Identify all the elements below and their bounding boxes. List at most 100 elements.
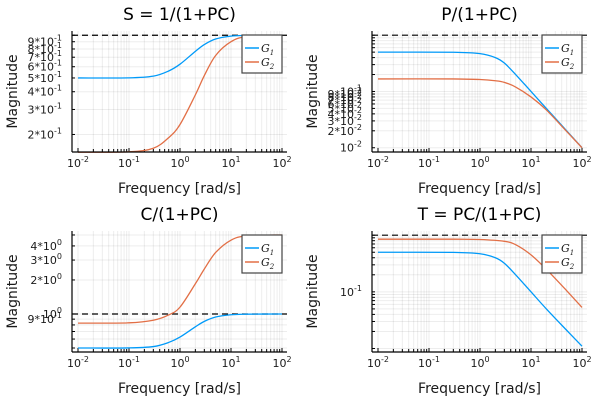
chart-title: S = 1/(1+PC) [123, 5, 236, 25]
y-axis-label: Magnitude [5, 54, 21, 128]
tick-exponent: 0 [57, 252, 62, 261]
chart-title: T = PC/(1+PC) [417, 205, 542, 225]
y-tick-label: 4*100 [30, 238, 62, 253]
y-tick-label: 5*10-1 [28, 70, 62, 85]
y-tick-label: 10-1 [340, 284, 362, 299]
tick-exponent: -2 [354, 100, 362, 109]
x-tick-label: 100 [470, 155, 489, 170]
chart-title: C/(1+PC) [140, 205, 218, 225]
tick-exponent: -1 [132, 155, 140, 164]
tick-exponent: 1 [535, 355, 540, 364]
legend-box [241, 34, 283, 74]
tick-exponent: -1 [54, 70, 62, 79]
tick-exponent: -2 [354, 140, 362, 149]
y-tick-label: 6*10-2 [328, 96, 362, 111]
subplot-S: S = 1/(1+PC)10-2 10-1 100 101 1022*10-13*10-… [5, 5, 292, 197]
tick-exponent: -1 [54, 49, 62, 58]
y-tick-label: 6*10-1 [28, 59, 62, 74]
tick-exponent: -2 [81, 155, 89, 164]
y-tick-label: 2*10-2 [328, 123, 362, 138]
x-tick-label: 100 [170, 155, 189, 170]
tick-exponent: 0 [57, 306, 62, 315]
tick-exponent: 2 [286, 355, 291, 364]
x-tick-label: 10-2 [367, 355, 389, 370]
tick-exponent: 1 [235, 355, 240, 364]
y-tick-label: 7*10-1 [28, 49, 62, 64]
series-line-g2 [77, 34, 283, 153]
x-axis-label: Frequency [rad/s] [418, 381, 541, 397]
tick-exponent: 0 [484, 155, 489, 164]
y-tick-label: 3*10-1 [28, 101, 62, 116]
x-tick-label: 100 [170, 355, 189, 370]
tick-exponent: 2 [586, 155, 591, 164]
x-axis-label: Frequency [rad/s] [418, 181, 541, 197]
tick-exponent: 0 [184, 155, 189, 164]
tick-exponent: -1 [54, 59, 62, 68]
y-tick-label: 8*10-2 [328, 89, 362, 104]
x-tick-label: 101 [521, 155, 540, 170]
legend-subscript: 1 [270, 249, 274, 257]
y-tick-label: 10-2 [340, 140, 362, 155]
legend-subscript: 1 [570, 49, 574, 57]
x-tick-label: 10-1 [118, 155, 140, 170]
x-tick-label: 10-1 [118, 355, 140, 370]
legend-subscript: 1 [570, 249, 574, 257]
x-tick-label: 10-1 [418, 155, 440, 170]
legend-subscript: 2 [269, 263, 275, 271]
y-tick-label: 8*10-1 [28, 41, 62, 56]
x-tick-label: 102 [572, 155, 591, 170]
tick-exponent: -2 [354, 106, 362, 115]
y-axis-label: Magnitude [5, 254, 21, 328]
x-tick-label: 102 [272, 355, 291, 370]
tick-exponent: -1 [354, 284, 362, 293]
legend-box [241, 234, 283, 274]
x-axis-label: Frequency [rad/s] [118, 381, 241, 397]
tick-exponent: 1 [535, 155, 540, 164]
tick-exponent: -2 [354, 86, 362, 95]
tick-exponent: 0 [57, 272, 62, 281]
series-line-g2 [377, 78, 583, 149]
series-line-g2 [77, 234, 283, 324]
tick-exponent: -1 [54, 34, 62, 43]
tick-exponent: 0 [484, 355, 489, 364]
series-line-g1 [377, 251, 583, 347]
legend-subscript: 2 [569, 263, 575, 271]
legend-subscript: 2 [569, 63, 575, 71]
tick-exponent: 2 [286, 155, 291, 164]
x-tick-label: 102 [272, 155, 291, 170]
tick-exponent: -1 [54, 41, 62, 50]
x-tick-label: 10-2 [367, 155, 389, 170]
x-tick-label: 10-2 [67, 355, 89, 370]
x-tick-label: 10-2 [67, 155, 89, 170]
tick-exponent: -1 [54, 101, 62, 110]
tick-exponent: -2 [354, 92, 362, 101]
y-tick-label: 2*100 [30, 272, 62, 287]
y-axis-label: Magnitude [305, 54, 321, 128]
tick-exponent: -2 [354, 89, 362, 98]
subplot-PS: P/(1+PC)10-2 10-1 100 101 10210-22*10-23*10-… [305, 5, 592, 197]
tick-exponent: -2 [354, 123, 362, 132]
y-tick-label: 3*100 [30, 252, 62, 267]
chart-title: P/(1+PC) [441, 5, 517, 25]
subplot-T: T = PC/(1+PC)10-2 10-1 100 101 10210-1Freque… [305, 205, 592, 397]
tick-exponent: 0 [57, 238, 62, 247]
tick-exponent: -1 [132, 355, 140, 364]
subplot-CS: C/(1+PC)10-2 10-1 100 101 1029*10-11002*1003… [5, 205, 292, 397]
tick-exponent: -2 [381, 155, 389, 164]
y-axis-label: Magnitude [305, 254, 321, 328]
tick-exponent: -2 [354, 96, 362, 105]
x-tick-label: 101 [521, 355, 540, 370]
x-tick-label: 10-1 [418, 355, 440, 370]
tick-exponent: 2 [586, 355, 591, 364]
x-tick-label: 101 [221, 355, 240, 370]
x-tick-label: 102 [572, 355, 591, 370]
y-tick-label: 5*10-2 [328, 100, 362, 115]
legend-subscript: 2 [269, 63, 275, 71]
tick-exponent: -1 [432, 155, 440, 164]
y-tick-label: 2*10-1 [28, 126, 62, 141]
y-tick-label: 9*10-2 [328, 86, 362, 101]
